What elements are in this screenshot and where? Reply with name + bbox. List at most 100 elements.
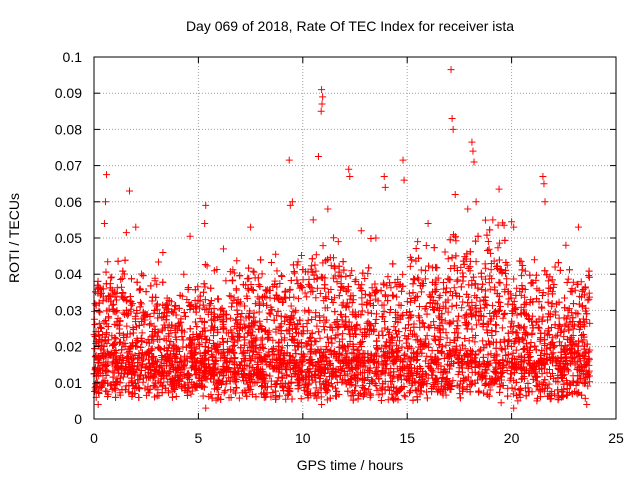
data-point: [276, 279, 284, 287]
data-point: [257, 256, 265, 264]
data-point: [378, 390, 386, 398]
data-point: [178, 332, 186, 340]
data-point: [353, 355, 361, 363]
data-point: [253, 334, 261, 342]
data-point: [582, 348, 590, 356]
data-point: [168, 321, 176, 329]
data-point: [157, 380, 165, 388]
data-point: [294, 258, 302, 266]
data-point: [319, 353, 327, 361]
data-point: [384, 325, 392, 333]
data-point: [193, 322, 201, 330]
data-point: [323, 396, 331, 404]
data-point: [135, 384, 143, 392]
data-point: [353, 365, 361, 373]
data-point: [400, 391, 408, 399]
data-point: [226, 357, 234, 365]
data-point: [449, 345, 457, 353]
data-point: [518, 266, 526, 274]
data-point: [230, 269, 238, 277]
data-point: [95, 307, 103, 315]
data-point: [514, 334, 522, 342]
data-point: [206, 299, 214, 307]
data-point: [91, 333, 99, 341]
data-point: [433, 300, 441, 308]
data-point: [495, 278, 503, 286]
data-point: [224, 365, 232, 373]
data-point: [524, 315, 532, 323]
data-point: [488, 275, 496, 283]
data-point: [508, 310, 516, 318]
data-point: [137, 367, 145, 375]
data-point: [335, 292, 343, 300]
data-point: [255, 349, 263, 357]
data-point: [428, 385, 436, 393]
data-point: [127, 301, 135, 309]
data-point: [199, 328, 207, 336]
data-point: [243, 295, 251, 303]
data-point: [406, 262, 414, 270]
data-point: [193, 370, 201, 378]
data-point: [496, 388, 504, 396]
data-point: [426, 299, 434, 307]
data-point: [109, 340, 117, 348]
data-point: [191, 318, 199, 326]
data-point: [444, 308, 452, 316]
data-point: [541, 350, 549, 358]
data-point: [411, 297, 419, 305]
data-point: [196, 292, 204, 300]
data-point: [573, 378, 581, 386]
data-point: [367, 322, 375, 330]
data-point: [582, 379, 590, 387]
data-point: [251, 317, 259, 325]
data-point: [356, 284, 364, 292]
data-point: [94, 388, 102, 396]
data-point: [551, 342, 559, 350]
data-point: [185, 335, 193, 343]
data-point: [551, 321, 559, 329]
data-point: [282, 395, 290, 403]
data-point: [310, 271, 318, 279]
data-point: [393, 293, 401, 301]
data-point: [217, 395, 225, 403]
data-point: [238, 309, 246, 317]
data-point: [232, 378, 240, 386]
data-point: [414, 336, 422, 344]
data-point: [460, 376, 468, 384]
data-point: [483, 301, 491, 309]
data-point: [218, 335, 226, 343]
data-point: [466, 248, 474, 256]
data-point: [207, 375, 215, 383]
data-point: [405, 314, 413, 322]
data-point: [529, 279, 537, 287]
data-point: [389, 292, 397, 300]
data-point: [552, 332, 560, 340]
data-point: [339, 376, 347, 384]
data-point: [230, 373, 238, 381]
data-point: [469, 334, 477, 342]
data-point: [446, 236, 454, 244]
data-point: [512, 363, 520, 371]
data-point: [570, 354, 578, 362]
data-point: [286, 320, 294, 328]
data-point: [312, 267, 320, 275]
data-point: [430, 318, 438, 326]
data-point: [245, 339, 253, 347]
data-point: [535, 315, 543, 323]
data-point: [378, 368, 386, 376]
data-point: [187, 353, 195, 361]
data-point: [538, 347, 546, 355]
data-point: [371, 369, 379, 377]
data-point: [413, 387, 421, 395]
data-point: [313, 322, 321, 330]
data-point: [548, 339, 556, 347]
data-point: [394, 344, 402, 352]
data-point: [322, 293, 330, 301]
data-point: [384, 273, 392, 281]
data-point: [575, 353, 583, 361]
data-point: [498, 346, 506, 354]
data-point: [91, 321, 99, 329]
data-point: [193, 380, 201, 388]
data-point: [304, 280, 312, 288]
data-point: [180, 308, 188, 316]
